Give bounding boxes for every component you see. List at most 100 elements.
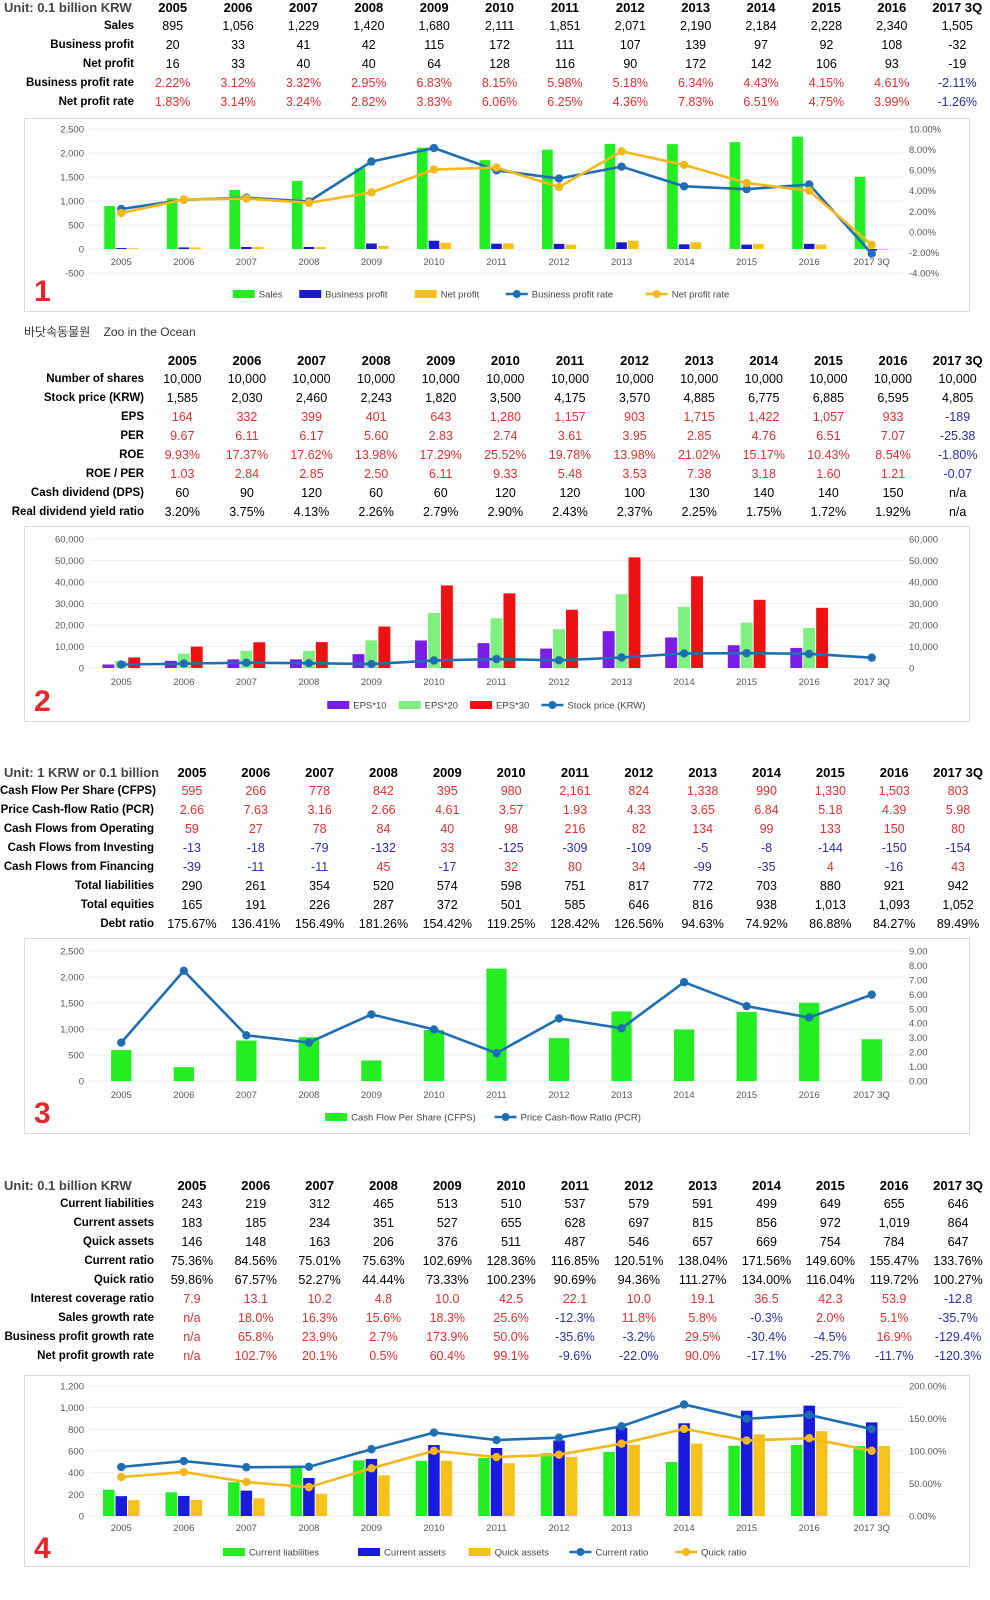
table-liquidity: Unit: 0.1 billion KRW 2005 2006 2007 2008 200…	[0, 1176, 990, 1366]
table-cell: 4.61	[435, 803, 460, 817]
x-axis-tick-label: 2014	[674, 257, 695, 268]
table-cell: 128.36%	[486, 1254, 536, 1268]
x-axis-tick-label: 2015	[736, 1090, 757, 1101]
legend-swatch	[232, 290, 255, 298]
row-label: Total equities	[80, 899, 154, 911]
table-cell: 697	[628, 1216, 650, 1230]
table-cell: 1.92%	[875, 505, 911, 519]
x-axis-tick-label: 2008	[298, 1090, 319, 1101]
table-cell: 2.22%	[154, 76, 191, 90]
bar-current-assets	[678, 1423, 690, 1516]
table-cell: 669	[756, 1235, 777, 1249]
y-axis-tick-label: 1,000	[60, 1403, 84, 1414]
y-axis-tick-label: 1,500	[60, 173, 84, 184]
table-cell: 527	[436, 1216, 458, 1230]
line-point	[804, 649, 814, 659]
year-header: 2009	[432, 765, 462, 780]
line-point	[492, 1452, 501, 1462]
x-axis-tick-label: 2017 3Q	[854, 1090, 890, 1101]
table-cell: 10,000	[938, 372, 977, 386]
table-cell: 938	[756, 898, 777, 912]
legend-label: Business profit rate	[532, 290, 613, 301]
table-cell: 126.56%	[614, 917, 664, 931]
bar-net-profit	[252, 247, 264, 249]
table-cell: 579	[628, 1197, 650, 1211]
table-cell: 3.99%	[874, 95, 910, 109]
bar-current-assets	[490, 1447, 503, 1516]
legend-label: Net profit	[441, 290, 480, 301]
table-cell: -189	[945, 410, 971, 424]
table-cell: 164	[171, 410, 193, 424]
bar-current-assets	[428, 1445, 440, 1516]
table-cell: 261	[245, 879, 267, 893]
table-cell: 628	[564, 1216, 586, 1230]
table-cell: 107	[619, 38, 641, 52]
table-cell: -39	[182, 860, 201, 874]
table-cell: n/a	[183, 1311, 201, 1325]
table-cell: 75.63%	[362, 1254, 405, 1268]
table-cell: -22.0%	[619, 1349, 659, 1363]
bar-current-liabilities	[353, 1460, 365, 1516]
line-point	[492, 163, 501, 172]
table-cell: 15.17%	[742, 448, 785, 462]
table-cell: 351	[373, 1216, 394, 1230]
bar-sales	[479, 160, 491, 249]
bar-current-assets	[365, 1458, 378, 1516]
table-cell: 499	[756, 1197, 777, 1211]
table-cell: 173.9%	[426, 1330, 469, 1344]
chart-number-4: 4	[34, 1532, 51, 1565]
table-cell: 92	[819, 38, 834, 52]
legend-label: EPS*30	[496, 701, 529, 712]
table-cell: 778	[309, 784, 331, 798]
bar-cash-flow-per-share-cfps-	[673, 1029, 695, 1081]
table-row: Sales growth rate n/a 18.0% 16.3% 15.6% 18.3%…	[0, 1309, 990, 1328]
table-cell: 42.5	[498, 1292, 524, 1306]
table-cell: 5.18	[818, 803, 843, 817]
bar-eps-10	[415, 640, 427, 668]
line-point	[804, 1013, 814, 1022]
table-cell: 100.23%	[486, 1273, 536, 1287]
table-cell: 1,338	[687, 784, 719, 798]
table-header-row: 2005 2006 2007 2008 2009 2010 2011 2012 2013 2014…	[0, 351, 990, 370]
bar-net-profit	[127, 248, 139, 249]
bar-cash-flow-per-share-cfps-	[361, 1060, 382, 1081]
table-cell: 60.4%	[429, 1349, 466, 1363]
chart-number-2: 2	[34, 685, 51, 718]
bar-sales	[354, 168, 366, 249]
table-row: Real dividend yield ratio 3.20% 3.75% 4.13%…	[0, 503, 990, 522]
row-label: Debt ratio	[100, 918, 154, 930]
table-cell: 2.85	[299, 467, 324, 481]
table-cell: 40	[440, 822, 455, 836]
y2-axis-tick-label: -2.00%	[909, 248, 940, 259]
x-axis-tick-label: 2008	[298, 677, 319, 688]
y-axis-tick-label: 800	[68, 1425, 84, 1436]
row-label: Current assets	[73, 1217, 154, 1229]
table-cell: 226	[309, 898, 331, 912]
bar-business-profit	[115, 248, 127, 249]
table-cell: -154	[945, 841, 971, 855]
line-point	[429, 1428, 439, 1437]
row-label: Net profit	[82, 58, 134, 70]
legend-swatch	[398, 701, 421, 709]
table-cell: 933	[882, 410, 904, 424]
line-point	[429, 143, 439, 153]
table-cell: 4.15%	[808, 76, 845, 90]
table-cell: 2,243	[360, 391, 392, 405]
y2-axis-tick-label: 4.00	[909, 1019, 928, 1030]
x-axis-tick-label: 2015	[736, 1523, 757, 1534]
table-cell: 33	[440, 841, 455, 855]
bar-current-liabilities	[415, 1460, 428, 1516]
year-header: 2010	[490, 353, 520, 368]
bar-eps-30	[566, 609, 578, 668]
table-cell: 1,052	[942, 898, 974, 912]
table-cell: 4	[826, 860, 834, 874]
table-cell: 36.5	[754, 1292, 779, 1306]
caption-korean: 바닷속동물원	[24, 325, 91, 339]
table-row: Number of shares 10,000 10,000 10,000 10,000…	[0, 370, 990, 389]
line-point	[367, 1010, 376, 1019]
bar-business-profit	[303, 246, 315, 249]
year-header: 2012	[615, 0, 645, 15]
table-cell: 59.86%	[170, 1273, 214, 1287]
x-axis-tick-label: 2016	[799, 1523, 820, 1534]
table-cell: 574	[436, 879, 458, 893]
